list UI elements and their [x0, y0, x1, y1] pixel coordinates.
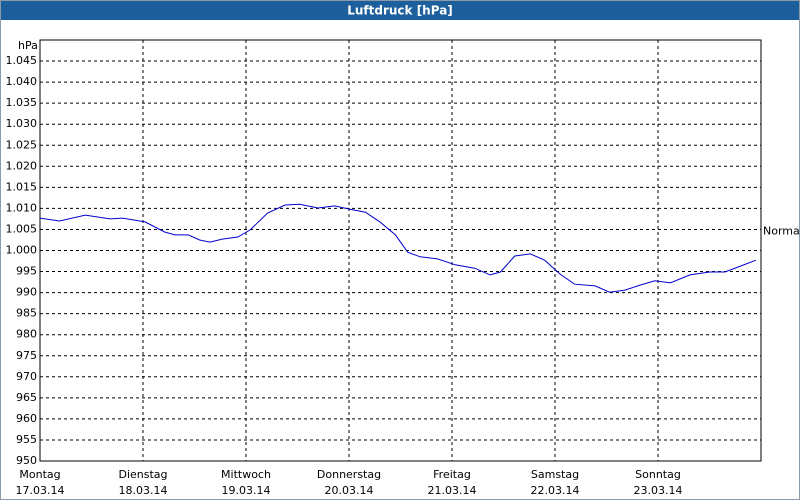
x-tick-label: 17.03.14	[16, 484, 65, 497]
x-tick-weekday: Samstag	[531, 468, 579, 481]
y-tick-label: 1.035	[6, 96, 38, 109]
x-tick-weekday: Donnerstag	[317, 468, 381, 481]
y-tick-label: 1.010	[6, 201, 38, 214]
title-bar	[1, 1, 799, 20]
y-tick-label: 1.025	[6, 138, 38, 151]
y-tick-label: 960	[16, 412, 37, 425]
x-tick-weekday: Freitag	[433, 468, 471, 481]
y-tick-label: 1.000	[6, 244, 38, 257]
x-tick-weekday: Montag	[19, 468, 60, 481]
x-tick-label: 20.03.14	[325, 484, 374, 497]
plot-frame	[39, 39, 762, 462]
y-tick-label: 1.045	[6, 54, 38, 67]
x-tick-label: 23.03.14	[634, 484, 683, 497]
y-tick-label: 970	[16, 370, 37, 383]
y-tick-label: 950	[16, 454, 37, 467]
y-tick-label: 995	[16, 265, 37, 278]
x-tick-label: 18.03.14	[119, 484, 168, 497]
pressure-line	[39, 203, 757, 293]
y-tick-label: 965	[16, 391, 37, 404]
x-tick-weekday: Mittwoch	[221, 468, 271, 481]
annotation: Normal	[763, 225, 800, 238]
x-tick-label: 21.03.14	[428, 484, 477, 497]
y-tick-label: 980	[16, 328, 37, 341]
x-tick-weekday: Sonntag	[635, 468, 681, 481]
y-tick-label: 1.020	[6, 159, 38, 172]
chart-title: Luftdruck [hPa]	[347, 4, 453, 18]
y-tick-label: 985	[16, 307, 37, 320]
y-tick-label: 990	[16, 286, 37, 299]
y-tick-label: 1.015	[6, 180, 38, 193]
y-tick-label: 975	[16, 349, 37, 362]
x-tick-label: 22.03.14	[531, 484, 580, 497]
y-tick-label: 1.040	[6, 75, 38, 88]
y-tick-label: 1.005	[6, 222, 38, 235]
x-tick-weekday: Dienstag	[118, 468, 167, 481]
x-tick-label: 19.03.14	[222, 484, 271, 497]
y-tick-label: 955	[16, 433, 37, 446]
y-axis-label: hPa	[18, 39, 38, 52]
y-tick-label: 1.030	[6, 117, 38, 130]
